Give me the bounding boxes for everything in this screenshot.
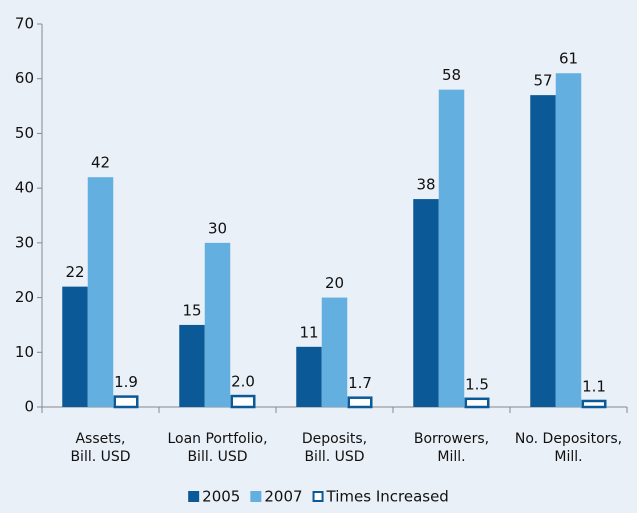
data-label: 11 (299, 323, 318, 341)
x-tick-label: Mill. (437, 449, 465, 465)
x-tick-label: Borrowers, (414, 431, 489, 447)
bar (347, 396, 373, 409)
x-tick-label: Assets, (75, 431, 125, 447)
x-tick-label: Bill. USD (304, 449, 364, 465)
y-tick-label: 50 (15, 124, 34, 142)
bar (581, 399, 607, 409)
x-tick-label: Loan Portfolio, (167, 431, 267, 447)
data-label: 61 (559, 50, 578, 68)
y-tick-label: 70 (15, 15, 34, 33)
bar (62, 286, 88, 407)
legend-swatch (188, 491, 200, 502)
data-label: 1.7 (348, 374, 372, 392)
y-tick-label: 20 (15, 288, 34, 306)
x-tick-label: Deposits, (302, 431, 367, 447)
data-label: 20 (325, 274, 344, 292)
bar (113, 395, 139, 409)
data-label: 1.5 (465, 375, 489, 393)
data-label: 30 (208, 219, 227, 237)
legend-label: 2005 (202, 488, 240, 506)
bar (321, 297, 348, 407)
bar (530, 95, 556, 407)
legend-label: Times Increased (326, 488, 449, 506)
legend-swatch (312, 491, 324, 502)
bar (204, 242, 231, 407)
bar (438, 89, 465, 408)
x-tick-label: Bill. USD (70, 449, 130, 465)
y-tick-label: 30 (15, 233, 34, 251)
legend: 2005 2007 Times Increased (188, 488, 449, 506)
legend-label: 2007 (264, 488, 302, 506)
x-tick-label: Bill. USD (187, 449, 247, 465)
legend-swatch (250, 491, 262, 502)
data-label: 1.9 (114, 373, 138, 391)
bar (230, 394, 256, 409)
y-tick-label: 0 (24, 398, 34, 416)
bar (464, 397, 490, 409)
data-label: 15 (182, 301, 201, 319)
data-label: 58 (442, 66, 461, 84)
bar (179, 324, 205, 407)
data-label: 1.1 (582, 377, 606, 395)
bar (296, 346, 322, 407)
data-label: 42 (91, 154, 110, 172)
data-label: 38 (416, 176, 435, 194)
y-tick-label: 60 (15, 69, 34, 87)
data-label: 2.0 (231, 373, 255, 391)
y-tick-label: 10 (15, 343, 34, 361)
x-tick-label: No. Depositors, (515, 431, 622, 447)
bar (555, 73, 582, 407)
data-label: 57 (533, 72, 552, 90)
x-tick-label: Mill. (554, 449, 582, 465)
bar (87, 177, 114, 407)
data-label: 22 (65, 263, 84, 281)
bar (413, 199, 439, 407)
y-tick-label: 40 (15, 179, 34, 197)
